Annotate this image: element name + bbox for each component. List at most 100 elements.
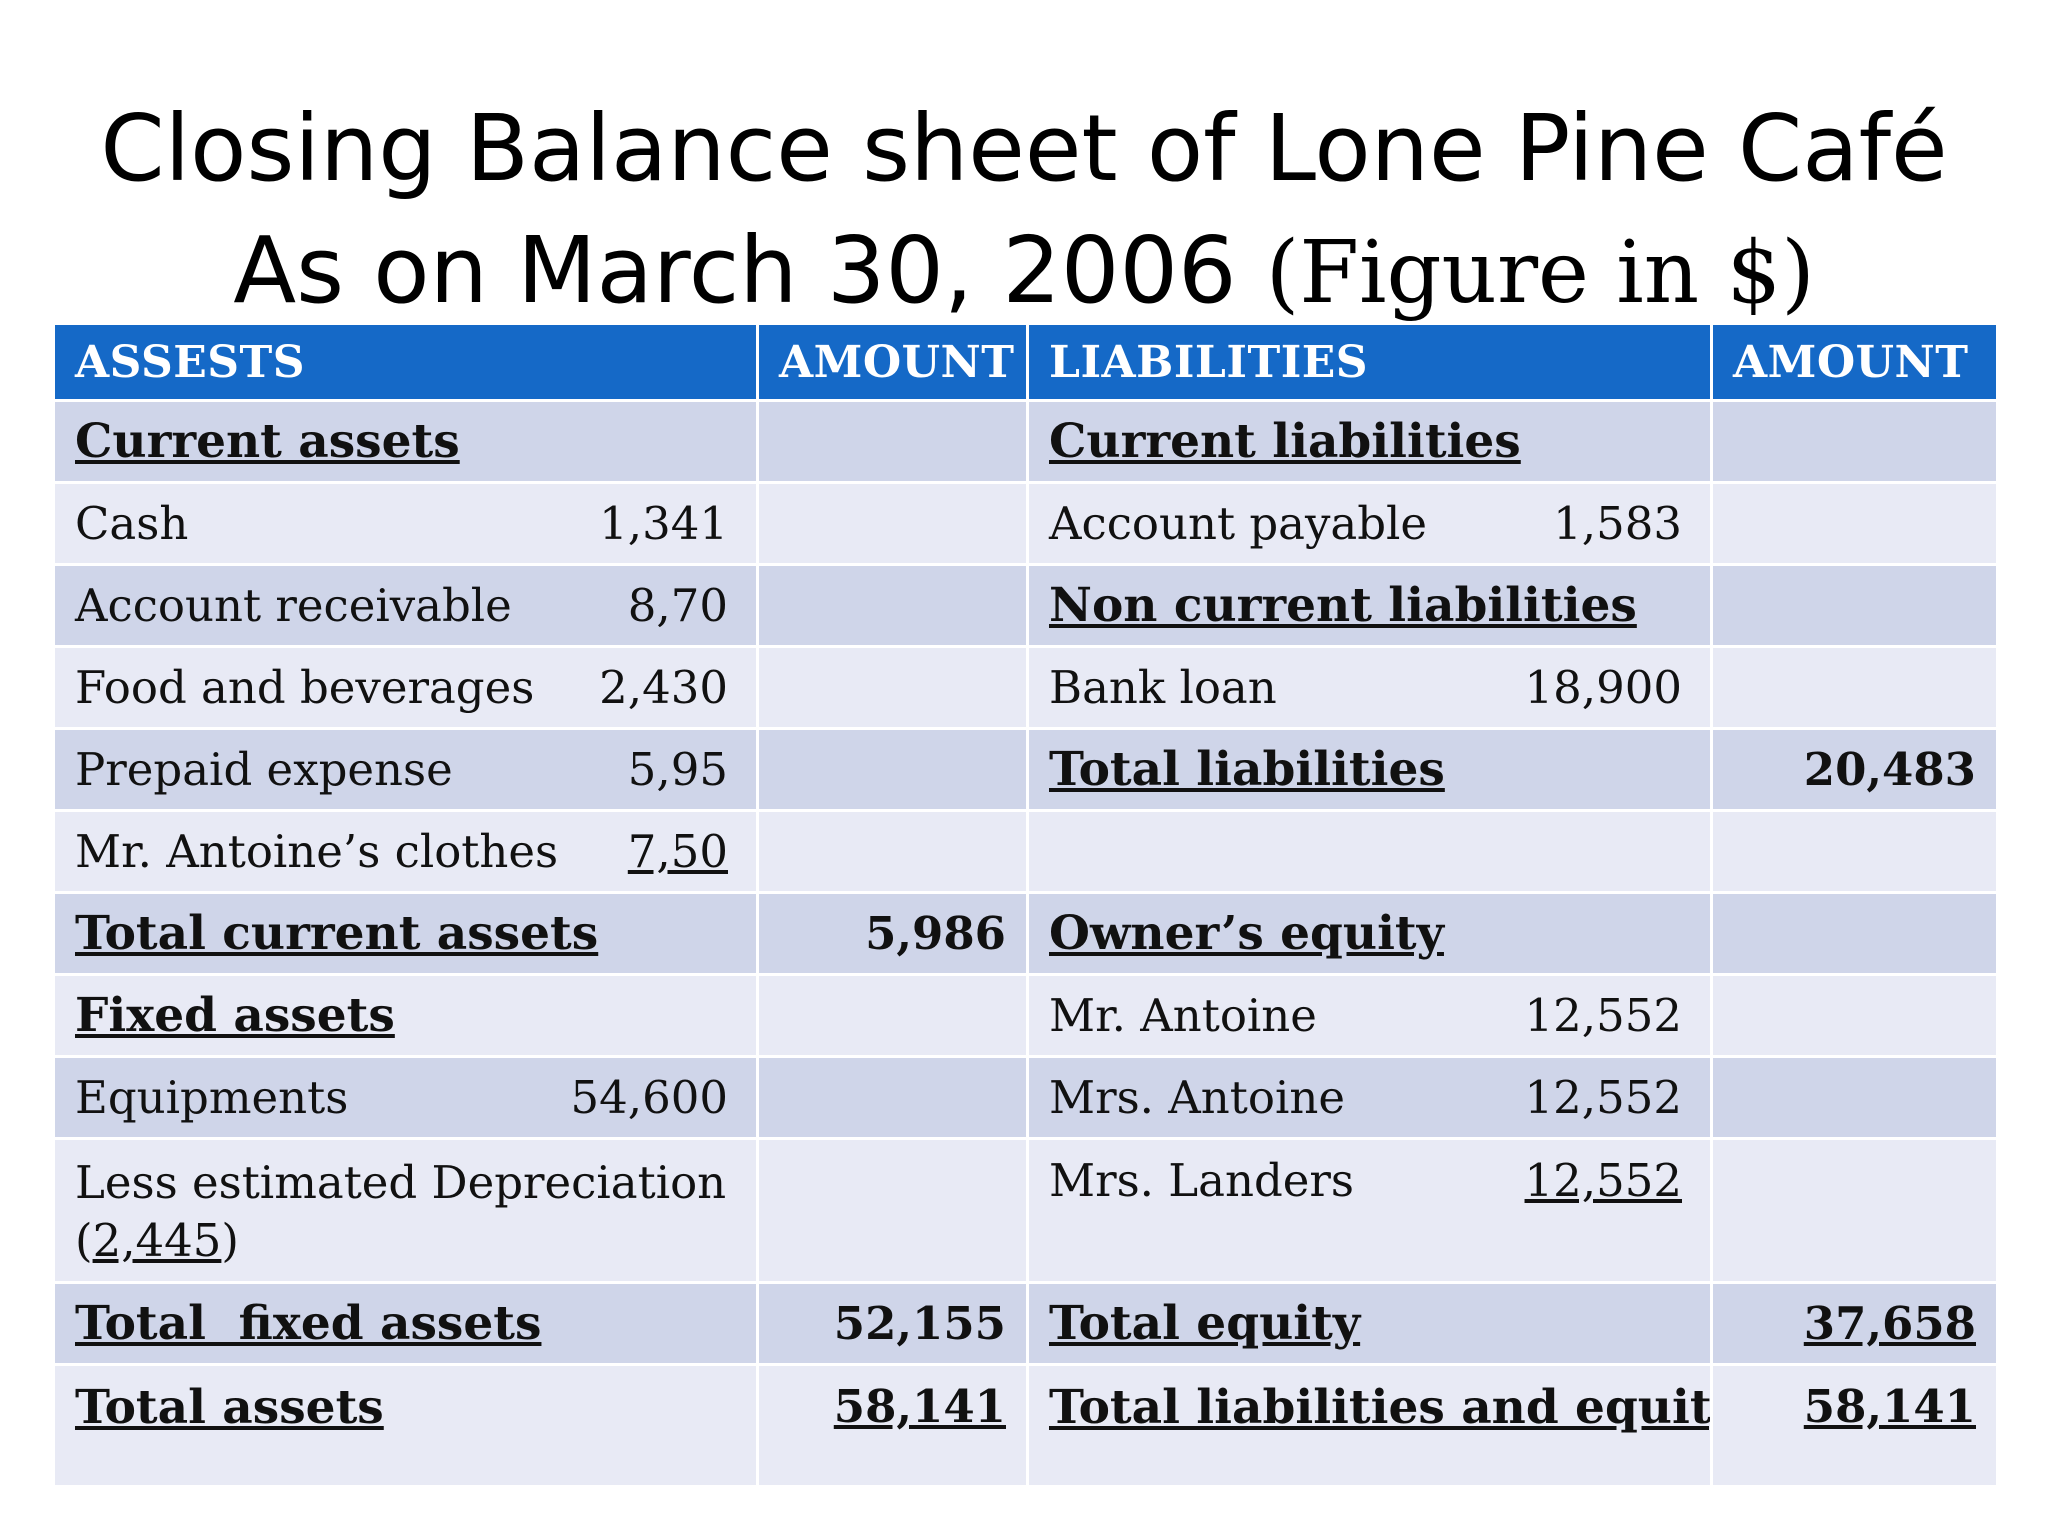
liability-amount-cell <box>1710 1055 1999 1140</box>
liability-cell: Non current liabilities <box>1026 563 1713 648</box>
item-value: 1,583 <box>1553 497 1682 550</box>
liability-amount-cell <box>1710 563 1999 648</box>
liability-cell: Account payable 1,583 <box>1026 481 1713 566</box>
item-label: Account receivable <box>75 579 512 632</box>
item-label: Equipments <box>75 1071 349 1124</box>
header-liabilities-amount: AMOUNT <box>1710 322 1999 402</box>
asset-amount-cell <box>756 481 1029 566</box>
header-assets: ASSESTS <box>52 322 759 402</box>
section-heading: Non current liabilities <box>1049 578 1637 633</box>
section-heading: Owner’s equity <box>1049 906 1444 961</box>
item-value: 2,445 <box>92 1214 222 1267</box>
asset-cell: Prepaid expense 5,95 <box>52 727 759 812</box>
item-value: 7,50 <box>627 825 728 878</box>
liability-amount-cell <box>1710 891 1999 976</box>
asset-cell: Total fixed assets <box>52 1281 759 1366</box>
liability-cell <box>1026 809 1713 894</box>
asset-amount-cell <box>756 809 1029 894</box>
asset-amount-cell <box>756 645 1029 730</box>
table-row: Total assets 58,141 Total liabilities an… <box>52 1363 1999 1488</box>
section-heading: Current liabilities <box>1049 414 1521 469</box>
section-heading: Total fixed assets <box>75 1296 542 1351</box>
section-heading: Total liabilities and equity <box>1049 1380 1712 1435</box>
liability-cell: Total liabilities and equity <box>1026 1363 1713 1488</box>
item-value: 12,552 <box>1524 989 1682 1042</box>
table-row: Prepaid expense 5,95 Total liabilities 20… <box>52 727 1999 812</box>
asset-cell: Cash 1,341 <box>52 481 759 566</box>
item-value: 8,70 <box>627 579 728 632</box>
asset-cell: Total assets <box>52 1363 759 1488</box>
title-line-1: Closing Balance sheet of Lone Pine Café <box>100 95 1948 202</box>
asset-amount-cell <box>756 1137 1029 1284</box>
item-value: 2,430 <box>599 661 728 714</box>
liability-amount-cell <box>1710 1137 1999 1284</box>
section-heading: Total assets <box>75 1380 384 1435</box>
table-row: Total current assets 5,986 Owner’s equit… <box>52 891 1999 976</box>
asset-cell: Less estimated Depreciation (2,445) <box>52 1137 759 1284</box>
item-value: 12,552 <box>1524 1071 1682 1124</box>
table-row: Food and beverages 2,430 Bank loan 18,900 <box>52 645 1999 730</box>
total-current-assets-amount: 5,986 <box>756 891 1029 976</box>
item-value: 5,95 <box>627 743 728 796</box>
section-heading: Total liabilities <box>1049 742 1445 797</box>
item-label: Less estimated Depreciation <box>75 1156 727 1209</box>
table-row: Mr. Antoine’s clothes 7,50 <box>52 809 1999 894</box>
total-fixed-assets-amount: 52,155 <box>756 1281 1029 1366</box>
asset-cell: Total current assets <box>52 891 759 976</box>
item-value: 1,341 <box>599 497 728 550</box>
table-row: Current assets Current liabilities <box>52 399 1999 484</box>
asset-cell: Current assets <box>52 399 759 484</box>
section-heading: Total equity <box>1049 1296 1361 1351</box>
asset-cell: Equipments 54,600 <box>52 1055 759 1140</box>
asset-amount-cell <box>756 563 1029 648</box>
item-label: Mr. Antoine <box>1049 989 1317 1042</box>
liability-amount-cell <box>1710 809 1999 894</box>
slide-title: Closing Balance sheet of Lone Pine Café … <box>0 88 2048 334</box>
table-row: Fixed assets Mr. Antoine 12,552 <box>52 973 1999 1058</box>
item-label: Account payable <box>1049 497 1428 550</box>
asset-amount-cell <box>756 1055 1029 1140</box>
liability-amount-cell <box>1710 481 1999 566</box>
asset-cell: Fixed assets <box>52 973 759 1058</box>
title-note: (Figure in $) <box>1265 223 1815 323</box>
item-label: Bank loan <box>1049 661 1277 714</box>
section-heading: Fixed assets <box>75 988 395 1043</box>
total-liabilities-amount: 20,483 <box>1710 727 1999 812</box>
liability-cell: Total equity <box>1026 1281 1713 1366</box>
section-heading: Current assets <box>75 414 460 469</box>
liability-cell: Mrs. Antoine 12,552 <box>1026 1055 1713 1140</box>
item-label: Cash <box>75 497 189 550</box>
item-value: 54,600 <box>570 1071 728 1124</box>
header-assets-amount: AMOUNT <box>756 322 1029 402</box>
item-label: Mr. Antoine’s clothes <box>75 825 559 878</box>
total-liabilities-equity-amount: 58,141 <box>1710 1363 1999 1488</box>
asset-cell: Food and beverages 2,430 <box>52 645 759 730</box>
liability-amount-cell <box>1710 973 1999 1058</box>
liability-cell: Bank loan 18,900 <box>1026 645 1713 730</box>
liability-cell: Owner’s equity <box>1026 891 1713 976</box>
asset-cell: Mr. Antoine’s clothes 7,50 <box>52 809 759 894</box>
table-row: Cash 1,341 Account payable 1,583 <box>52 481 1999 566</box>
item-label: Mrs. Landers <box>1049 1154 1355 1207</box>
table-row: Equipments 54,600 Mrs. Antoine 12,552 <box>52 1055 1999 1140</box>
total-assets-amount: 58,141 <box>756 1363 1029 1488</box>
liability-cell: Mr. Antoine 12,552 <box>1026 973 1713 1058</box>
table-row: Total fixed assets 52,155 Total equity 3… <box>52 1281 1999 1366</box>
item-value: 18,900 <box>1524 661 1682 714</box>
title-line-2: As on March 30, 2006 (Figure in $) <box>0 210 2048 334</box>
balance-sheet-table: ASSESTS AMOUNT LIABILITIES AMOUNT Curren… <box>52 322 1999 1488</box>
item-label: Mrs. Antoine <box>1049 1071 1345 1124</box>
total-equity-amount: 37,658 <box>1710 1281 1999 1366</box>
item-label: Prepaid expense <box>75 743 453 796</box>
section-heading: Total current assets <box>75 906 599 961</box>
header-row: ASSESTS AMOUNT LIABILITIES AMOUNT <box>52 322 1999 402</box>
item-value: 12,552 <box>1524 1154 1682 1207</box>
table-row: Account receivable 8,70 Non current liabi… <box>52 563 1999 648</box>
asset-amount-cell <box>756 727 1029 812</box>
asset-cell: Account receivable 8,70 <box>52 563 759 648</box>
table-row: Less estimated Depreciation (2,445) Mrs. … <box>52 1137 1999 1284</box>
liability-amount-cell <box>1710 645 1999 730</box>
asset-amount-cell <box>756 399 1029 484</box>
header-liabilities: LIABILITIES <box>1026 322 1713 402</box>
liability-cell: Total liabilities <box>1026 727 1713 812</box>
